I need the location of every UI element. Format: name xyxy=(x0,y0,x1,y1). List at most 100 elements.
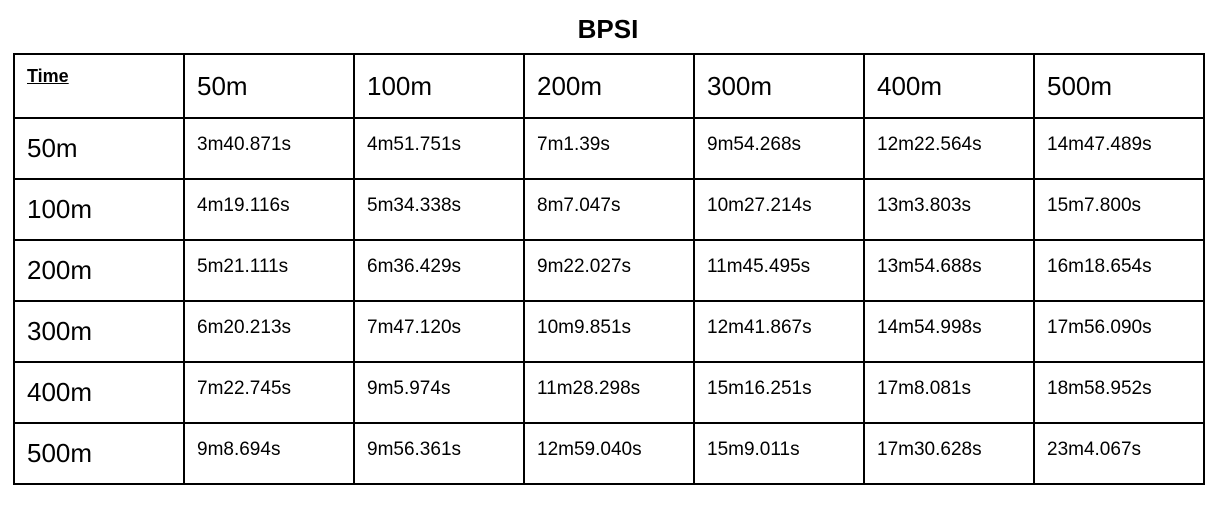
table-row: 100m 4m19.116s 5m34.338s 8m7.047s 10m27.214s… xyxy=(13,178,1205,241)
cell-value: 10m9.851s xyxy=(537,316,632,338)
cell-value: 15m7.800s xyxy=(1047,194,1142,216)
table-cell: 10m9.851s xyxy=(523,300,695,363)
cell-value: 14m47.489s xyxy=(1047,133,1152,155)
cell-value: 9m8.694s xyxy=(197,438,281,460)
column-header: 300m xyxy=(693,53,865,119)
cell-value: 7m22.745s xyxy=(197,377,292,399)
cell-value: 7m47.120s xyxy=(367,316,462,338)
table-cell: 6m36.429s xyxy=(353,239,525,302)
cell-value: 9m5.974s xyxy=(367,377,451,399)
table-cell: 15m7.800s xyxy=(1033,178,1205,241)
cell-value: 5m21.111s xyxy=(197,255,289,277)
table-cell: 11m45.495s xyxy=(693,239,865,302)
row-header: 300m xyxy=(13,300,185,363)
table-cell: 18m58.952s xyxy=(1033,361,1205,424)
row-header: 200m xyxy=(13,239,185,302)
table-cell: 9m5.974s xyxy=(353,361,525,424)
table-cell: 13m3.803s xyxy=(863,178,1035,241)
cell-value: 4m19.116s xyxy=(197,194,290,216)
cell-value: 15m9.011s xyxy=(707,438,800,460)
column-header: 400m xyxy=(863,53,1035,119)
cell-value: 12m59.040s xyxy=(537,438,642,460)
table-cell: 9m8.694s xyxy=(183,422,355,485)
table-row: 200m 5m21.111s 6m36.429s 9m22.027s 11m45.495… xyxy=(13,239,1205,302)
table-cell: 11m28.298s xyxy=(523,361,695,424)
timing-table: Time 50m 100m 200m 300m 400m 500m 50m 3m4… xyxy=(13,53,1205,485)
table-cell: 16m18.654s xyxy=(1033,239,1205,302)
row-header-label: 100m xyxy=(27,194,93,224)
row-header-label: 50m xyxy=(27,133,78,163)
cell-value: 6m20.213s xyxy=(197,316,292,338)
table-cell: 17m8.081s xyxy=(863,361,1035,424)
table-cell: 15m16.251s xyxy=(693,361,865,424)
cell-value: 14m54.998s xyxy=(877,316,982,338)
table-cell: 12m41.867s xyxy=(693,300,865,363)
table-row: 50m 3m40.871s 4m51.751s 7m1.39s 9m54.268s 12m… xyxy=(13,117,1205,180)
table-cell: 13m54.688s xyxy=(863,239,1035,302)
table-cell: 7m22.745s xyxy=(183,361,355,424)
table-cell: 5m34.338s xyxy=(353,178,525,241)
table-cell: 6m20.213s xyxy=(183,300,355,363)
cell-value: 5m34.338s xyxy=(367,194,462,216)
cell-value: 12m41.867s xyxy=(707,316,812,338)
cell-value: 16m18.654s xyxy=(1047,255,1152,277)
cell-value: 3m40.871s xyxy=(197,133,292,155)
corner-cell: Time xyxy=(13,53,185,119)
cell-value: 17m30.628s xyxy=(877,438,982,460)
table-cell: 23m4.067s xyxy=(1033,422,1205,485)
column-header: 200m xyxy=(523,53,695,119)
table-cell: 5m21.111s xyxy=(183,239,355,302)
cell-value: 15m16.251s xyxy=(707,377,812,399)
column-header: 50m xyxy=(183,53,355,119)
row-header: 50m xyxy=(13,117,185,180)
table-cell: 9m22.027s xyxy=(523,239,695,302)
table-cell: 15m9.011s xyxy=(693,422,865,485)
row-header-label: 500m xyxy=(27,438,93,468)
row-header-label: 400m xyxy=(27,377,93,407)
table-cell: 4m51.751s xyxy=(353,117,525,180)
table-cell: 12m22.564s xyxy=(863,117,1035,180)
header-row: Time 50m 100m 200m 300m 400m 500m xyxy=(13,53,1205,119)
table-cell: 7m1.39s xyxy=(523,117,695,180)
row-header: 400m xyxy=(13,361,185,424)
cell-value: 8m7.047s xyxy=(537,194,621,216)
row-header: 100m xyxy=(13,178,185,241)
cell-value: 6m36.429s xyxy=(367,255,462,277)
table-row: 300m 6m20.213s 7m47.120s 10m9.851s 12m41.867… xyxy=(13,300,1205,363)
cell-value: 4m51.751s xyxy=(367,133,462,155)
cell-value: 18m58.952s xyxy=(1047,377,1152,399)
row-header-label: 300m xyxy=(27,316,93,346)
table-cell: 12m59.040s xyxy=(523,422,695,485)
row-header: 500m xyxy=(13,422,185,485)
table-cell: 3m40.871s xyxy=(183,117,355,180)
table-cell: 4m19.116s xyxy=(183,178,355,241)
corner-label: Time xyxy=(27,65,69,86)
table-cell: 7m47.120s xyxy=(353,300,525,363)
cell-value: 10m27.214s xyxy=(707,194,812,216)
table-cell: 14m54.998s xyxy=(863,300,1035,363)
table-row: 400m 7m22.745s 9m5.974s 11m28.298s 15m16.251… xyxy=(13,361,1205,424)
cell-value: 7m1.39s xyxy=(537,133,610,155)
column-header: 500m xyxy=(1033,53,1205,119)
document-title: BPSI xyxy=(577,14,639,44)
table-cell: 17m56.090s xyxy=(1033,300,1205,363)
row-header-label: 200m xyxy=(27,255,93,285)
table-cell: 9m54.268s xyxy=(693,117,865,180)
table-cell: 8m7.047s xyxy=(523,178,695,241)
cell-value: 9m22.027s xyxy=(537,255,632,277)
cell-value: 17m8.081s xyxy=(877,377,972,399)
cell-value: 11m28.298s xyxy=(537,377,641,399)
table-cell: 10m27.214s xyxy=(693,178,865,241)
table-cell: 17m30.628s xyxy=(863,422,1035,485)
cell-value: 23m4.067s xyxy=(1047,438,1142,460)
column-header: 100m xyxy=(353,53,525,119)
cell-value: 12m22.564s xyxy=(877,133,982,155)
cell-value: 9m54.268s xyxy=(707,133,802,155)
cell-value: 11m45.495s xyxy=(707,255,811,277)
table-cell: 9m56.361s xyxy=(353,422,525,485)
cell-value: 17m56.090s xyxy=(1047,316,1152,338)
table-row: 500m 9m8.694s 9m56.361s 12m59.040s 15m9.011s… xyxy=(13,422,1205,485)
cell-value: 9m56.361s xyxy=(367,438,462,460)
cell-value: 13m54.688s xyxy=(877,255,982,277)
table-cell: 14m47.489s xyxy=(1033,117,1205,180)
